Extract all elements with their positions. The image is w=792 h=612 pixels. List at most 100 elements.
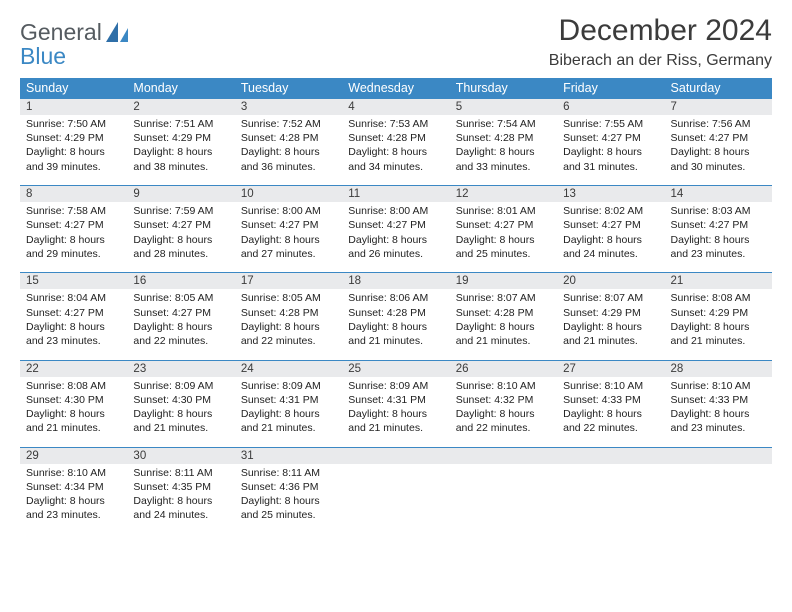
day-daylight2: and 31 minutes.	[563, 160, 658, 174]
day-daylight2: and 24 minutes.	[563, 247, 658, 261]
page-header: General Blue December 2024 Biberach an d…	[20, 14, 772, 70]
day-daylight1: Daylight: 8 hours	[241, 320, 336, 334]
day-daylight1: Daylight: 8 hours	[348, 407, 443, 421]
calendar-cell-data: Sunrise: 8:10 AMSunset: 4:32 PMDaylight:…	[450, 377, 557, 442]
calendar-week-data-row: Sunrise: 8:04 AMSunset: 4:27 PMDaylight:…	[20, 289, 772, 354]
day-daylight1: Daylight: 8 hours	[241, 233, 336, 247]
day-sunset: Sunset: 4:27 PM	[671, 218, 766, 232]
day-sunrise: Sunrise: 8:10 AM	[26, 466, 121, 480]
calendar-cell	[342, 447, 449, 464]
day-data	[450, 464, 557, 520]
day-number: 4	[342, 99, 449, 115]
day-sunset: Sunset: 4:30 PM	[133, 393, 228, 407]
day-number: 22	[20, 361, 127, 377]
day-daylight1: Daylight: 8 hours	[133, 145, 228, 159]
logo-text: General Blue	[20, 20, 102, 68]
day-number: 25	[342, 361, 449, 377]
calendar-cell-data: Sunrise: 7:55 AMSunset: 4:27 PMDaylight:…	[557, 115, 664, 180]
calendar-cell: 4	[342, 99, 449, 116]
day-sunset: Sunset: 4:27 PM	[456, 218, 551, 232]
day-number: 31	[235, 448, 342, 464]
day-data: Sunrise: 8:05 AMSunset: 4:28 PMDaylight:…	[235, 289, 342, 354]
day-daylight1: Daylight: 8 hours	[133, 407, 228, 421]
day-daylight1: Daylight: 8 hours	[563, 320, 658, 334]
day-number: 19	[450, 273, 557, 289]
day-daylight1: Daylight: 8 hours	[26, 320, 121, 334]
calendar-cell: 6	[557, 99, 664, 116]
day-data: Sunrise: 8:09 AMSunset: 4:31 PMDaylight:…	[342, 377, 449, 442]
day-daylight1: Daylight: 8 hours	[241, 494, 336, 508]
day-number: 21	[665, 273, 772, 289]
day-number: 28	[665, 361, 772, 377]
day-number	[665, 448, 772, 464]
day-number: 9	[127, 186, 234, 202]
day-daylight1: Daylight: 8 hours	[348, 320, 443, 334]
calendar-week-daynum-row: 15161718192021	[20, 273, 772, 290]
day-label-thursday: Thursday	[450, 78, 557, 99]
logo-line2: Blue	[20, 43, 66, 69]
calendar-cell: 19	[450, 273, 557, 290]
day-data: Sunrise: 8:03 AMSunset: 4:27 PMDaylight:…	[665, 202, 772, 267]
day-data: Sunrise: 7:55 AMSunset: 4:27 PMDaylight:…	[557, 115, 664, 180]
day-sunrise: Sunrise: 8:08 AM	[26, 379, 121, 393]
calendar-week-daynum-row: 293031	[20, 447, 772, 464]
calendar-cell	[450, 447, 557, 464]
day-sunset: Sunset: 4:27 PM	[133, 306, 228, 320]
day-label-friday: Friday	[557, 78, 664, 99]
day-daylight2: and 27 minutes.	[241, 247, 336, 261]
day-number: 3	[235, 99, 342, 115]
day-sunrise: Sunrise: 7:54 AM	[456, 117, 551, 131]
day-number: 27	[557, 361, 664, 377]
day-label-wednesday: Wednesday	[342, 78, 449, 99]
day-data: Sunrise: 8:04 AMSunset: 4:27 PMDaylight:…	[20, 289, 127, 354]
day-daylight2: and 23 minutes.	[671, 247, 766, 261]
day-data: Sunrise: 8:00 AMSunset: 4:27 PMDaylight:…	[342, 202, 449, 267]
day-daylight2: and 24 minutes.	[133, 508, 228, 522]
calendar-cell: 31	[235, 447, 342, 464]
calendar-cell-data	[665, 464, 772, 529]
day-sunrise: Sunrise: 8:11 AM	[241, 466, 336, 480]
calendar-cell-data: Sunrise: 7:51 AMSunset: 4:29 PMDaylight:…	[127, 115, 234, 180]
logo-sail-icon	[106, 22, 132, 49]
day-sunrise: Sunrise: 8:01 AM	[456, 204, 551, 218]
day-daylight1: Daylight: 8 hours	[241, 145, 336, 159]
day-daylight2: and 26 minutes.	[348, 247, 443, 261]
day-sunrise: Sunrise: 7:59 AM	[133, 204, 228, 218]
day-number: 2	[127, 99, 234, 115]
day-sunset: Sunset: 4:28 PM	[348, 131, 443, 145]
calendar-cell-data: Sunrise: 7:53 AMSunset: 4:28 PMDaylight:…	[342, 115, 449, 180]
day-sunset: Sunset: 4:28 PM	[348, 306, 443, 320]
title-block: December 2024 Biberach an der Riss, Germ…	[549, 14, 772, 70]
day-sunset: Sunset: 4:29 PM	[563, 306, 658, 320]
day-daylight2: and 22 minutes.	[133, 334, 228, 348]
day-daylight2: and 23 minutes.	[26, 508, 121, 522]
day-daylight2: and 34 minutes.	[348, 160, 443, 174]
calendar-cell-data: Sunrise: 8:10 AMSunset: 4:33 PMDaylight:…	[557, 377, 664, 442]
calendar-cell-data: Sunrise: 8:09 AMSunset: 4:30 PMDaylight:…	[127, 377, 234, 442]
day-data: Sunrise: 7:59 AMSunset: 4:27 PMDaylight:…	[127, 202, 234, 267]
calendar-cell: 10	[235, 186, 342, 203]
day-data: Sunrise: 7:51 AMSunset: 4:29 PMDaylight:…	[127, 115, 234, 180]
calendar-cell-data	[342, 464, 449, 529]
day-label-saturday: Saturday	[665, 78, 772, 99]
day-number: 24	[235, 361, 342, 377]
day-data: Sunrise: 8:11 AMSunset: 4:35 PMDaylight:…	[127, 464, 234, 529]
day-daylight2: and 30 minutes.	[671, 160, 766, 174]
day-sunset: Sunset: 4:27 PM	[26, 306, 121, 320]
calendar-cell: 20	[557, 273, 664, 290]
day-data: Sunrise: 8:09 AMSunset: 4:31 PMDaylight:…	[235, 377, 342, 442]
day-daylight1: Daylight: 8 hours	[26, 145, 121, 159]
day-daylight1: Daylight: 8 hours	[348, 233, 443, 247]
calendar-week-data-row: Sunrise: 7:58 AMSunset: 4:27 PMDaylight:…	[20, 202, 772, 267]
day-sunrise: Sunrise: 7:55 AM	[563, 117, 658, 131]
calendar-cell: 18	[342, 273, 449, 290]
calendar-week-daynum-row: 22232425262728	[20, 360, 772, 377]
day-data: Sunrise: 8:07 AMSunset: 4:29 PMDaylight:…	[557, 289, 664, 354]
calendar-cell-data: Sunrise: 8:05 AMSunset: 4:28 PMDaylight:…	[235, 289, 342, 354]
calendar-cell-data	[557, 464, 664, 529]
day-data: Sunrise: 8:09 AMSunset: 4:30 PMDaylight:…	[127, 377, 234, 442]
calendar-cell: 30	[127, 447, 234, 464]
day-sunrise: Sunrise: 8:09 AM	[133, 379, 228, 393]
day-daylight2: and 33 minutes.	[456, 160, 551, 174]
day-daylight2: and 25 minutes.	[456, 247, 551, 261]
